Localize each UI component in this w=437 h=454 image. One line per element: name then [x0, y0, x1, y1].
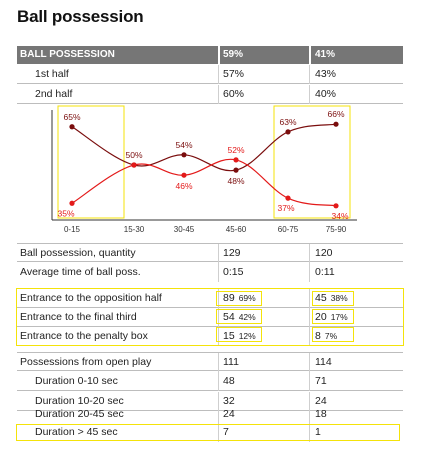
entrance-final-third-team1: 54 — [223, 311, 235, 323]
series-2-line — [71, 158, 337, 207]
series-1-point-1 — [69, 124, 75, 130]
first-half-label: 1st half — [35, 68, 69, 80]
series-2-point-5 — [285, 195, 291, 201]
entrance-final-third-label: Entrance to the final third — [20, 311, 137, 323]
x-tick-label-1: 0-15 — [64, 225, 81, 234]
duration-over-45-team2: 1 — [315, 426, 321, 438]
duration-10-20-label: Duration 10-20 sec — [35, 395, 124, 407]
possession-quantity-label: Ball possession, quantity — [20, 247, 136, 259]
series-1-point-4 — [233, 167, 239, 173]
open-play-team1: 111 — [223, 356, 239, 368]
entrance-penalty-box-team2-pct: 7% — [324, 331, 338, 341]
series-2-label-4: 52% — [227, 145, 244, 155]
average-time-label: Average time of ball poss. — [20, 266, 141, 278]
second-half-team2: 40% — [315, 88, 337, 100]
x-tick-label-4: 45-60 — [226, 225, 247, 234]
series-2-label-3: 46% — [175, 181, 192, 191]
possession-line-chart: 65% 50% 54% 48% 63% 66% 35% 46% 52% 37% 34% 0-15 15… — [51, 105, 357, 234]
entrance-final-third-team2: 20 — [315, 311, 327, 323]
possession-header-row: BALL POSSESSION 59% 41% — [17, 46, 403, 64]
entrance-opposition-half-row: Entrance to the opposition half 89 69% 45… — [17, 289, 403, 308]
possession-quantity-row: Ball possession, quantity 129 120 — [17, 243, 403, 263]
average-time-row: Average time of ball poss. 0:15 0:11 — [17, 263, 403, 282]
series-2-point-2 — [131, 162, 137, 168]
second-half-row: 2nd half 60% 40% — [17, 85, 403, 104]
x-tick-label-3: 30-45 — [174, 225, 195, 234]
duration-20-45-team2: 18 — [315, 408, 327, 420]
entrance-final-third-team1-pct: 42% — [238, 312, 256, 322]
series-1-label-2: 50% — [125, 150, 142, 160]
average-time-team2: 0:11 — [315, 266, 335, 278]
first-half-team2: 43% — [315, 68, 337, 80]
duration-0-10-team1: 48 — [223, 375, 235, 387]
header-label: BALL POSSESSION — [20, 49, 115, 60]
duration-0-10-row: Duration 0-10 sec 48 71 — [17, 372, 403, 391]
series-1-label-5: 63% — [279, 117, 296, 127]
first-half-team1: 57% — [223, 68, 245, 80]
series-1-label-1: 65% — [63, 112, 80, 122]
open-play-team2: 114 — [315, 356, 332, 368]
series-2-point-3 — [181, 172, 187, 178]
entrance-penalty-box-team1-pct: 12% — [238, 331, 256, 341]
series-1-point-6 — [333, 121, 339, 127]
first-half-row: 1st half 57% 43% — [17, 65, 403, 84]
entrance-penalty-box-row: Entrance to the penalty box 15 12% 8 7% — [17, 327, 403, 346]
entrance-final-third-team2-pct: 17% — [330, 312, 348, 322]
entrance-opposition-half-team1-pct: 69% — [238, 293, 256, 303]
series-1-line — [71, 123, 337, 172]
entrance-opposition-half-team2-pct: 38% — [330, 293, 348, 303]
series-1-label-4: 48% — [227, 176, 244, 186]
duration-over-45-label: Duration > 45 sec — [35, 426, 118, 438]
duration-20-45-row: Duration 20-45 sec 24 18 — [17, 405, 403, 424]
entrance-penalty-box-team2: 8 — [315, 330, 321, 342]
duration-over-45-row: Duration > 45 sec 7 1 — [17, 423, 403, 442]
duration-0-10-team2: 71 — [315, 375, 327, 387]
series-2-label-1: 35% — [57, 208, 74, 218]
duration-over-45-team1: 7 — [223, 426, 229, 438]
header-team2-value: 41% — [315, 49, 336, 60]
entrance-penalty-box-label: Entrance to the penalty box — [20, 330, 148, 342]
series-2-label-5: 37% — [277, 203, 294, 213]
x-tick-label-5: 60-75 — [278, 225, 299, 234]
average-time-team1: 0:15 — [223, 266, 244, 278]
duration-10-20-team2: 24 — [315, 395, 327, 407]
second-half-label: 2nd half — [35, 88, 73, 100]
possession-quantity-team1: 129 — [223, 247, 241, 259]
series-1-point-3 — [181, 152, 187, 158]
series-2-point-4 — [233, 157, 239, 163]
entrance-opposition-half-label: Entrance to the opposition half — [20, 292, 162, 304]
entrance-penalty-box-team1: 15 — [223, 330, 235, 342]
series-1-label-3: 54% — [175, 140, 192, 150]
duration-10-20-row: Duration 10-20 sec 32 24 — [17, 392, 403, 411]
open-play-row: Possessions from open play 111 114 — [17, 352, 403, 372]
duration-20-45-label: Duration 20-45 sec — [35, 408, 124, 420]
series-2-point-6 — [333, 203, 339, 209]
highlight-first-interval — [57, 105, 125, 219]
highlight-last-interval — [273, 105, 351, 219]
entrance-opposition-half-team1: 89 — [223, 292, 235, 304]
entrance-opposition-half-team2: 45 — [315, 292, 327, 304]
open-play-label: Possessions from open play — [20, 356, 152, 368]
possession-quantity-team2: 120 — [315, 247, 333, 259]
series-1-label-6: 66% — [327, 109, 344, 119]
series-2-label-6: 34% — [331, 211, 348, 221]
series-1-point-5 — [285, 129, 291, 135]
duration-20-45-team1: 24 — [223, 408, 235, 420]
series-2-point-1 — [69, 200, 75, 206]
page-title: Ball possession — [17, 7, 144, 26]
second-half-team1: 60% — [223, 88, 245, 100]
entrance-final-third-row: Entrance to the final third 54 42% 20 17% — [17, 308, 403, 327]
duration-10-20-team1: 32 — [223, 395, 235, 407]
x-tick-label-2: 15-30 — [124, 225, 145, 234]
x-tick-label-6: 75-90 — [326, 225, 347, 234]
duration-0-10-label: Duration 0-10 sec — [35, 375, 118, 387]
header-team1-value: 59% — [223, 49, 244, 60]
